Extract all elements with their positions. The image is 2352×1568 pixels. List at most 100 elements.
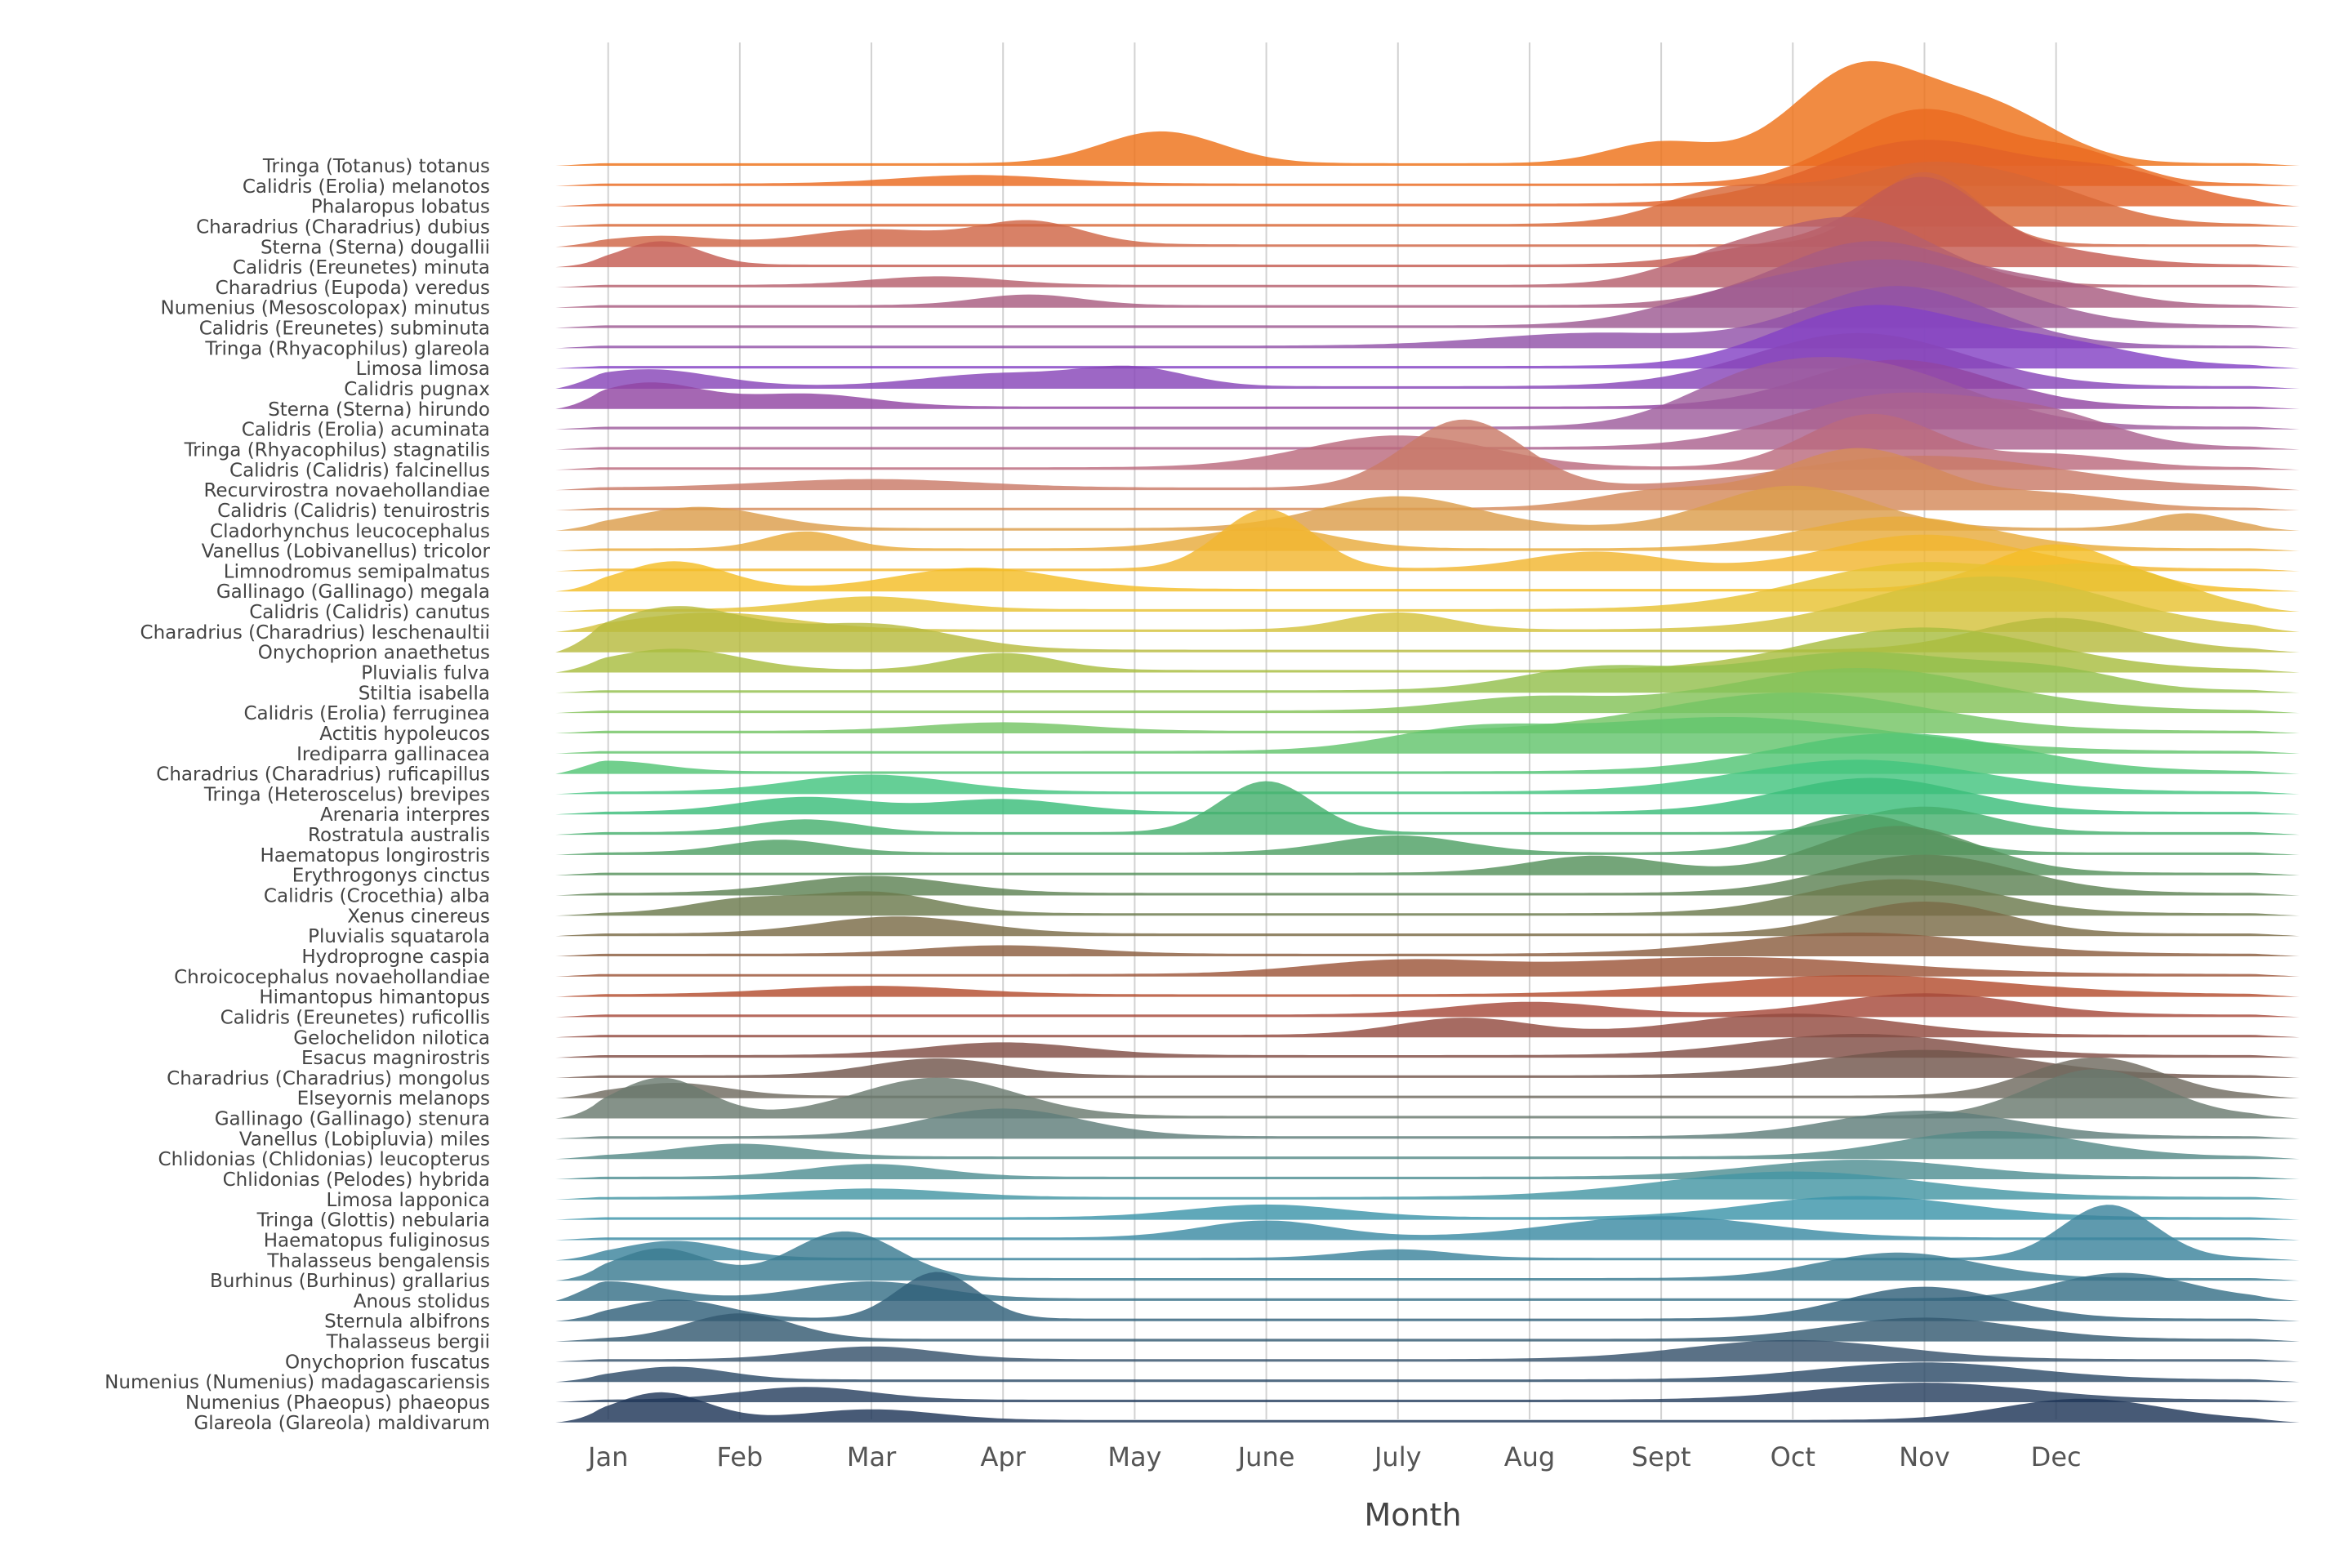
species-label: Chroicocephalus novaehollandiae xyxy=(174,967,490,988)
species-label: Calidris (Calidris) tenuirostris xyxy=(217,501,490,522)
ridge-60 xyxy=(555,1362,2300,1383)
species-label: Hydroprogne caspia xyxy=(301,947,490,968)
species-label: Sternula albifrons xyxy=(324,1312,490,1333)
ridge-20 xyxy=(555,509,2300,572)
ridge-37 xyxy=(555,879,2300,916)
species-label: Pluvialis squatarola xyxy=(308,926,490,947)
ridge-45 xyxy=(555,1049,2300,1078)
species-label: Numenius (Phaeopus) phaeopus xyxy=(185,1392,490,1414)
species-label: Limosa limosa xyxy=(356,359,490,380)
species-label: Tringa (Totanus) totanus xyxy=(262,156,490,177)
species-label: Calidris (Ereunetes) minuta xyxy=(233,257,490,278)
species-label: Calidris (Ereunetes) subminuta xyxy=(199,318,490,340)
ridge-52 xyxy=(555,1196,2300,1220)
species-label: Onychoprion fuscatus xyxy=(285,1352,490,1373)
species-label: Erythrogonys cinctus xyxy=(292,866,490,887)
species-label: Calidris (Erolia) acuminata xyxy=(242,420,490,441)
ridge-29 xyxy=(555,717,2300,754)
species-label: Phalaropus lobatus xyxy=(311,197,490,218)
ridge-32 xyxy=(555,777,2300,815)
x-axis-title: Month xyxy=(1364,1497,1461,1533)
x-tick-label: Feb xyxy=(717,1441,764,1472)
species-label: Calidris pugnax xyxy=(344,379,490,400)
species-label: Irediparra gallinacea xyxy=(296,744,490,765)
species-label: Tringa (Glottis) nebularia xyxy=(256,1210,490,1232)
ridge-42 xyxy=(555,993,2300,1018)
species-label: Esacus magnirostris xyxy=(301,1048,490,1069)
species-label: Charadrius (Charadrius) dubius xyxy=(196,216,490,238)
species-label: Gallinago (Gallinago) megala xyxy=(216,581,490,603)
species-label: Thalasseus bengalensis xyxy=(266,1250,490,1272)
x-tick-label: Apr xyxy=(981,1441,1027,1472)
x-tick-label: May xyxy=(1107,1441,1161,1472)
ridge-51 xyxy=(555,1171,2300,1200)
ridge-57 xyxy=(555,1272,2300,1321)
species-label: Vanellus (Lobipluvia) miles xyxy=(239,1129,490,1150)
x-tick-label: Sept xyxy=(1632,1441,1691,1472)
x-tick-label: July xyxy=(1373,1441,1422,1472)
x-tick-label: Aug xyxy=(1504,1441,1555,1472)
species-label: Tringa (Heteroscelus) brevipes xyxy=(203,784,490,805)
species-label: Glareola (Glareola) maldivarum xyxy=(194,1413,490,1434)
ridge-59 xyxy=(555,1339,2300,1362)
species-label: Chlidonias (Pelodes) hybrida xyxy=(223,1169,490,1191)
ridge-23 xyxy=(555,576,2300,632)
x-tick-label: Mar xyxy=(847,1441,897,1472)
species-label: Vanellus (Lobivanellus) tricolor xyxy=(202,541,491,563)
ridge-24 xyxy=(555,606,2300,653)
species-label: Gelochelidon nilotica xyxy=(293,1027,490,1049)
ridge-17 xyxy=(555,448,2300,510)
ridge-47 xyxy=(555,1069,2300,1119)
species-label: Charadrius (Charadrius) mongolus xyxy=(167,1068,490,1089)
species-label: Calidris (Calidris) canutus xyxy=(249,602,490,623)
ridge-62 xyxy=(555,1392,2300,1423)
species-label: Actitis hypoleucos xyxy=(319,724,490,745)
ridge-40 xyxy=(555,956,2300,977)
species-label: Charadrius (Eupoda) veredus xyxy=(216,278,490,299)
ridge-54 xyxy=(555,1205,2300,1261)
ridge-21 xyxy=(555,544,2300,592)
species-label: Gallinago (Gallinago) stenura xyxy=(215,1109,490,1130)
species-label: Numenius (Numenius) madagascariensis xyxy=(105,1372,490,1393)
species-label: Charadrius (Charadrius) ruficapillus xyxy=(156,764,490,786)
species-label: Chlidonias (Chlidonias) leucopterus xyxy=(158,1149,490,1170)
ridge-38 xyxy=(555,902,2300,937)
species-label: Elseyornis melanops xyxy=(297,1089,490,1110)
species-label: Burhinus (Burhinus) grallarius xyxy=(210,1271,490,1292)
x-tick-label: Dec xyxy=(2031,1441,2082,1472)
species-label: Charadrius (Charadrius) leschenaultii xyxy=(140,622,490,644)
x-axis-ticks: Jan Feb Mar Apr May June July Aug Sept Oct Nov Dec xyxy=(586,1441,2082,1472)
ridge-53 xyxy=(555,1216,2300,1241)
species-label: Limnodromus semipalmatus xyxy=(224,561,490,582)
x-tick-label: June xyxy=(1236,1441,1295,1472)
species-label: Limosa lapponica xyxy=(326,1190,490,1211)
ridge-28 xyxy=(555,693,2300,733)
ridge-49 xyxy=(555,1130,2300,1160)
species-label: Pluvialis fulva xyxy=(361,663,490,684)
ridge-43 xyxy=(555,1013,2300,1038)
ridge-39 xyxy=(555,932,2300,956)
species-label: Tringa (Rhyacophilus) stagnatilis xyxy=(184,439,490,461)
density-ridges xyxy=(555,60,2300,1423)
species-label: Haematopus longirostris xyxy=(261,845,490,866)
ridge-41 xyxy=(555,975,2300,997)
species-label: Arenaria interpres xyxy=(320,804,490,826)
species-label: Calidris (Calidris) falcinellus xyxy=(229,460,490,481)
species-label: Numenius (Mesoscolopax) minutus xyxy=(161,298,490,319)
species-label: Onychoprion anaethetus xyxy=(258,643,490,664)
species-label: Calidris (Erolia) ferruginea xyxy=(243,703,490,724)
species-label: Calidris (Erolia) melanotos xyxy=(243,176,490,198)
species-label: Recurvirostra novaehollandiae xyxy=(203,480,490,501)
ridge-58 xyxy=(555,1313,2300,1342)
x-tick-label: Nov xyxy=(1899,1441,1949,1472)
ridge-61 xyxy=(555,1383,2300,1402)
species-label: Rostratula australis xyxy=(308,825,490,846)
species-label: Stiltia isabella xyxy=(359,683,490,704)
species-label: Calidris (Ereunetes) ruficollis xyxy=(220,1007,490,1028)
ridge-55 xyxy=(555,1231,2300,1281)
ridge-44 xyxy=(555,1034,2300,1058)
x-tick-label: Jan xyxy=(586,1441,628,1472)
species-label: Xenus cinereus xyxy=(347,906,490,927)
